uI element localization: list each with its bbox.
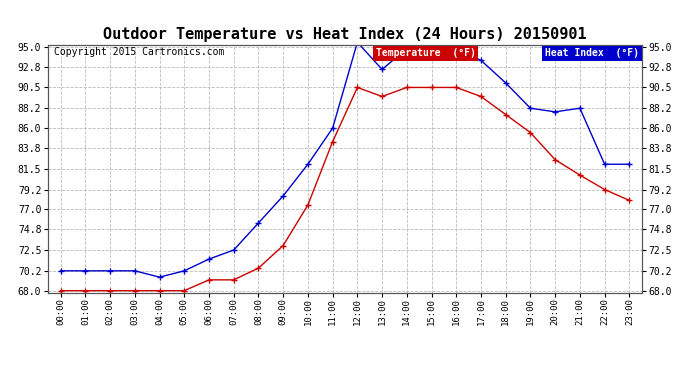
Text: Copyright 2015 Cartronics.com: Copyright 2015 Cartronics.com (55, 48, 225, 57)
Text: Heat Index  (°F): Heat Index (°F) (545, 48, 639, 58)
Text: Temperature  (°F): Temperature (°F) (375, 48, 475, 58)
Title: Outdoor Temperature vs Heat Index (24 Hours) 20150901: Outdoor Temperature vs Heat Index (24 Ho… (104, 27, 586, 42)
